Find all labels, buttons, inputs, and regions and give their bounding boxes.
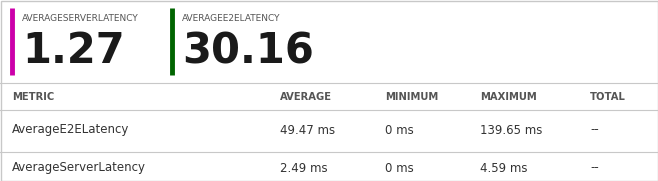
Text: AVERAGEE2ELATENCY: AVERAGEE2ELATENCY: [182, 14, 280, 23]
Text: TOTAL: TOTAL: [590, 92, 626, 102]
Text: AverageE2ELatency: AverageE2ELatency: [12, 123, 130, 136]
Text: MINIMUM: MINIMUM: [385, 92, 438, 102]
Text: 49.47 ms: 49.47 ms: [280, 123, 335, 136]
Text: AVERAGESERVERLATENCY: AVERAGESERVERLATENCY: [22, 14, 139, 23]
Text: 30.16: 30.16: [182, 30, 314, 72]
Text: 2.49 ms: 2.49 ms: [280, 161, 328, 174]
Text: 0 ms: 0 ms: [385, 123, 414, 136]
Text: AVERAGE: AVERAGE: [280, 92, 332, 102]
Text: METRIC: METRIC: [12, 92, 54, 102]
Text: 0 ms: 0 ms: [385, 161, 414, 174]
Text: --: --: [590, 161, 599, 174]
Text: MAXIMUM: MAXIMUM: [480, 92, 537, 102]
Text: AverageServerLatency: AverageServerLatency: [12, 161, 146, 174]
Text: 1.27: 1.27: [22, 30, 125, 72]
Text: --: --: [590, 123, 599, 136]
Text: 4.59 ms: 4.59 ms: [480, 161, 528, 174]
Text: 139.65 ms: 139.65 ms: [480, 123, 542, 136]
